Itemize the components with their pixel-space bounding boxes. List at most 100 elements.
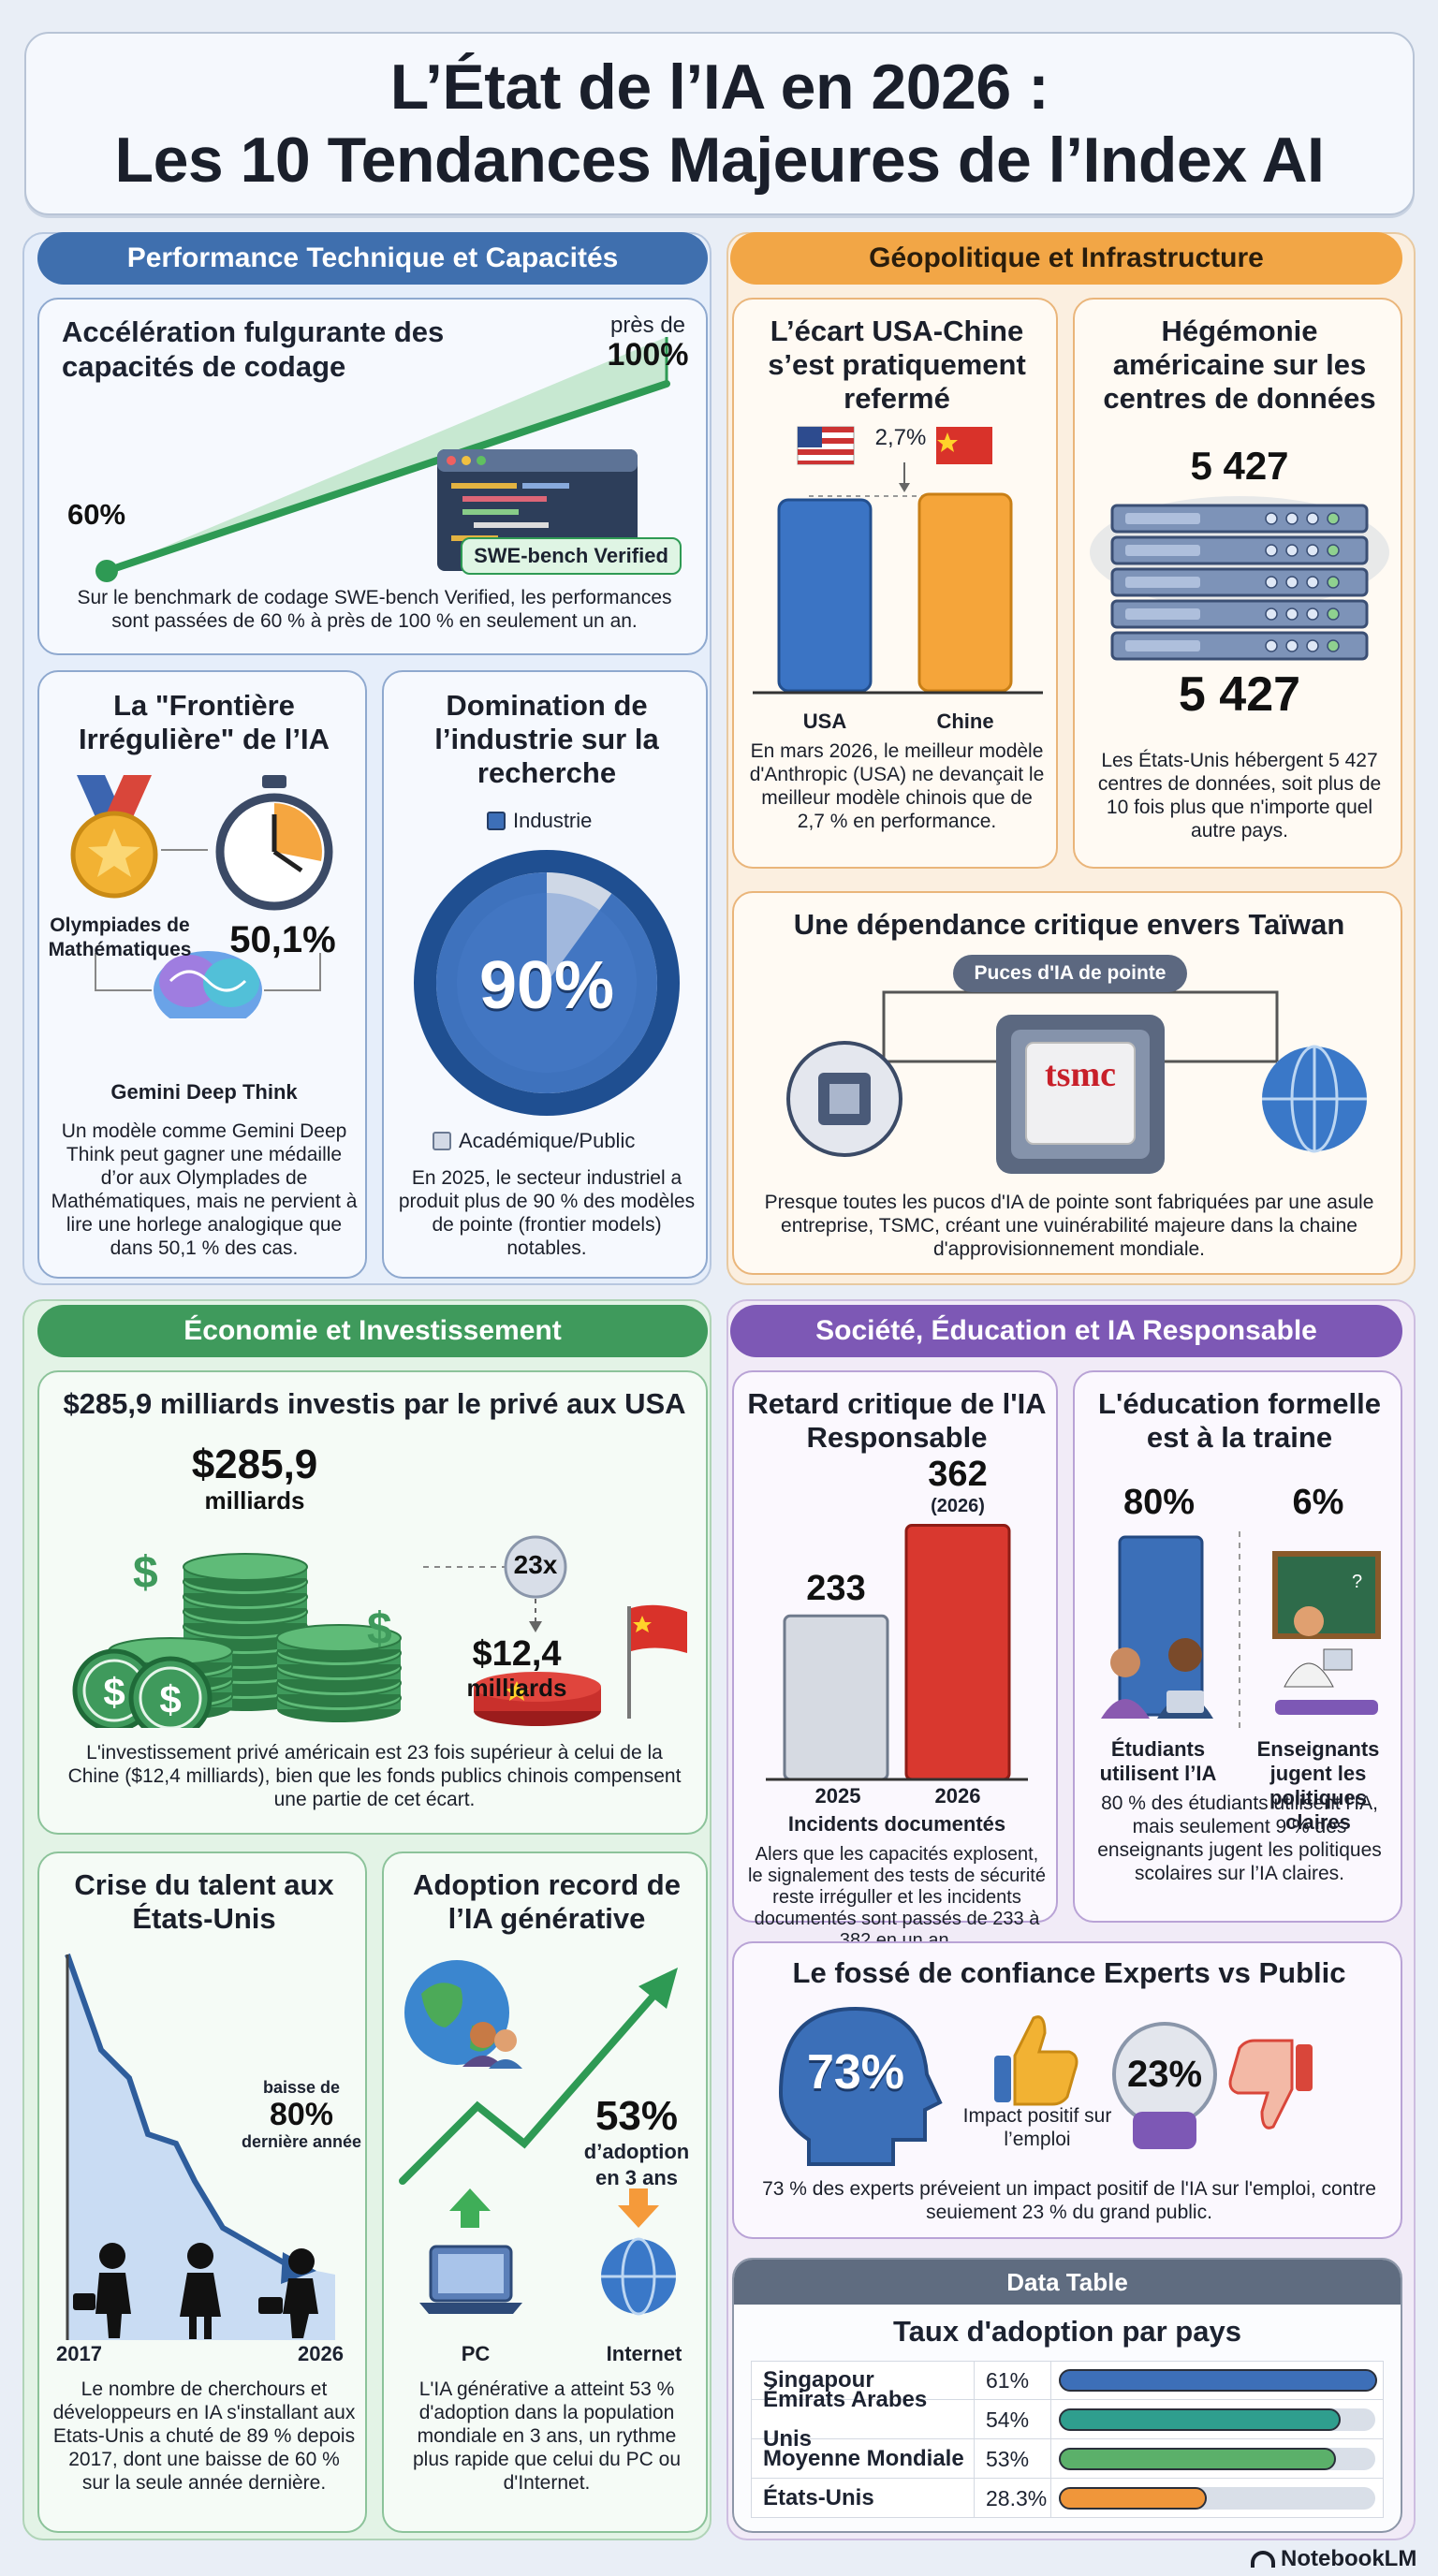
trust-illustration bbox=[778, 2006, 1313, 2166]
talent-decline-chart bbox=[65, 1954, 335, 2340]
responsible-axis-label: Incidents documentés bbox=[787, 1812, 1006, 1836]
coding-caption: Sur le benchmark de codage SWE-bench Ver… bbox=[77, 587, 672, 632]
education-students-value: 80% bbox=[1123, 1483, 1196, 1522]
china-label: Chine bbox=[936, 710, 994, 733]
adoption-internet-label: Internet bbox=[606, 2342, 682, 2365]
invest-us-value: $285,9 bbox=[191, 1442, 318, 1487]
adoption-caption: L'IA générative a atteint 53 % d'adoptio… bbox=[412, 2378, 682, 2494]
coding-end-prefix: près de bbox=[609, 313, 686, 338]
adoption-bar-track bbox=[1059, 2369, 1378, 2392]
table-cell-country: Singapour bbox=[752, 2361, 975, 2400]
card-uschina: L’écart USA-Chine s’est pratiquement ref… bbox=[732, 298, 1058, 869]
talent-x-end: 2026 bbox=[298, 2342, 344, 2365]
server-rack-icon bbox=[1110, 504, 1369, 661]
section-header-tech: Performance Technique et Capacités bbox=[37, 232, 708, 285]
table-cell-pct: 28.3% bbox=[975, 2478, 1051, 2518]
chip-label-pill: Puces d'IA de pointe bbox=[953, 955, 1187, 992]
section-header-geo: Géopolitique et Infrastructure bbox=[730, 232, 1402, 285]
datacenters-title: Hégémonie américaine sur les centres de … bbox=[1103, 315, 1376, 415]
uschina-gap: 2,7% bbox=[874, 425, 927, 450]
trust-title: Le fossé de confiance Experts vs Public bbox=[792, 1956, 1346, 1989]
frontier-value: 50,1% bbox=[229, 919, 336, 960]
title-line-1: L’État de l’IA en 2026 : bbox=[389, 51, 1049, 123]
education-caption: 80 % des étudiants utilisent l'IA, mais … bbox=[1097, 1793, 1382, 1884]
data-table-title: Taux d'adoption par pays bbox=[893, 2315, 1241, 2348]
table-cell-country: États-Unis bbox=[752, 2478, 975, 2518]
brain-icon bbox=[154, 951, 262, 1018]
svg-text:$: $ bbox=[133, 1548, 158, 1598]
table-row: États-Unis 28.3% bbox=[751, 2478, 1384, 2518]
section-header-soc: Société, Éducation et IA Responsable bbox=[730, 1305, 1402, 1357]
adoption-sub1: d’adoption bbox=[583, 2140, 690, 2163]
usa-label: USA bbox=[802, 710, 847, 733]
china-flag-icon bbox=[936, 427, 992, 464]
adoption-bar-fill bbox=[1059, 2408, 1342, 2431]
invest-title: $285,9 milliards investis par le privé a… bbox=[63, 1387, 686, 1420]
svg-text:$: $ bbox=[367, 1604, 392, 1654]
responsible-title: Retard critique de l'IA Responsable bbox=[747, 1387, 1047, 1454]
education-teachers-label: Enseignants jugent les politiques claire… bbox=[1256, 1737, 1380, 1834]
taiwan-supply-chain-illustration bbox=[786, 990, 1367, 1174]
responsible-value-2026-sub: (2026) bbox=[931, 1495, 985, 1516]
china-flag-icon bbox=[627, 1604, 687, 1719]
trust-experts-value: 73% bbox=[806, 2045, 905, 2100]
industry-title: Domination de l’industrie sur la recherc… bbox=[434, 689, 659, 789]
china-bar bbox=[917, 492, 1013, 693]
table-row: Moyenne Mondiale 53% bbox=[751, 2438, 1384, 2479]
education-teachers-value: 6% bbox=[1292, 1483, 1344, 1522]
table-cell-country: Émirats Arabes Unis bbox=[752, 2379, 975, 2459]
responsible-label-2026: 2026 bbox=[934, 1784, 981, 1808]
datacenters-bottom-value: 5 427 bbox=[1178, 667, 1301, 722]
globe-icon bbox=[1262, 1045, 1367, 1153]
adoption-title: Adoption record de l’IA générative bbox=[413, 1868, 681, 1935]
coding-title: Accélération fulgurante des capacités de… bbox=[62, 315, 445, 383]
students-bar bbox=[1118, 1535, 1204, 1717]
responsible-value-2026: 362 bbox=[928, 1454, 988, 1494]
talent-title: Crise du talent aux États-Unis bbox=[74, 1868, 334, 1935]
invest-cn-unit: milliards bbox=[466, 1674, 567, 1702]
usa-flag-icon bbox=[797, 426, 855, 465]
trust-caption: 73 % des experts préveient un impact pos… bbox=[762, 2178, 1376, 2223]
table-cell-pct: 53% bbox=[975, 2438, 1051, 2479]
industry-caption: En 2025, le secteur industriel a produit… bbox=[398, 1167, 696, 1259]
adoption-bar-fill bbox=[1059, 2447, 1336, 2470]
tsmc-logo: tsmc bbox=[1045, 1055, 1116, 1094]
education-students-label: Étudiants utilisent l’IA bbox=[1099, 1737, 1217, 1785]
section-header-eco: Économie et Investissement bbox=[37, 1305, 708, 1357]
people-walking-icon bbox=[73, 2243, 318, 2339]
cpu-chip-icon bbox=[786, 1041, 902, 1157]
card-industry: Domination de l’industrie sur la recherc… bbox=[382, 670, 708, 1279]
legend-academic-label: Académique/Public bbox=[459, 1129, 636, 1152]
legend-industry-label: Industrie bbox=[513, 809, 593, 832]
teacher-chalkboard-icon: ? bbox=[1272, 1551, 1381, 1715]
page-title: L’État de l’IA en 2026 : Les 10 Tendance… bbox=[24, 32, 1415, 215]
taiwan-title: Une dépendance critique envers Taïwan bbox=[793, 908, 1345, 941]
education-title: L'éducation formelle est à la traine bbox=[1098, 1387, 1381, 1454]
card-responsible: Retard critique de l'IA Responsable 233 … bbox=[732, 1370, 1058, 1951]
talent-caption: Le nombre de cherchours et développeurs … bbox=[52, 2378, 356, 2494]
responsible-value-2025: 233 bbox=[806, 1569, 866, 1609]
card-taiwan: Une dépendance critique envers Taïwan Pu… bbox=[732, 891, 1402, 1275]
tsmc-chip-icon bbox=[996, 1015, 1165, 1174]
industry-value: 90% bbox=[478, 948, 615, 1023]
trust-middle-label: Impact positif sur l’emploi bbox=[962, 2105, 1112, 2150]
svg-text:$: $ bbox=[159, 1677, 181, 1721]
card-talent: Crise du talent aux États-Unis baisse de… bbox=[37, 1852, 367, 2533]
legend-industry-swatch bbox=[487, 812, 506, 830]
card-data-table: Data Table Taux d'adoption par pays Sing… bbox=[732, 2258, 1402, 2533]
trust-public-value: 23% bbox=[1126, 2054, 1203, 2095]
brand-name: NotebookLM bbox=[1281, 2546, 1417, 2571]
card-trust: Le fossé de confiance Experts vs Public … bbox=[732, 1941, 1402, 2239]
brain-label: Gemini Deep Think bbox=[110, 1080, 298, 1104]
table-row: Singapour 61% bbox=[751, 2361, 1384, 2400]
card-adoption: Adoption record de l’IA générative 53% d… bbox=[382, 1852, 708, 2533]
invest-us-unit: milliards bbox=[204, 1486, 305, 1515]
thumbs-up-icon bbox=[994, 2015, 1078, 2106]
legend-industry: Industrie bbox=[487, 809, 592, 833]
talent-drop-suffix: dernière année bbox=[241, 2132, 362, 2151]
legend-academic: Académique/Public bbox=[433, 1129, 635, 1153]
invest-illustration: $ $ $ $ bbox=[72, 1535, 687, 1728]
adoption-bar-fill bbox=[1059, 2486, 1207, 2510]
public-head-icon bbox=[1112, 2022, 1217, 2149]
china-coin-stack-icon bbox=[474, 1672, 601, 1726]
